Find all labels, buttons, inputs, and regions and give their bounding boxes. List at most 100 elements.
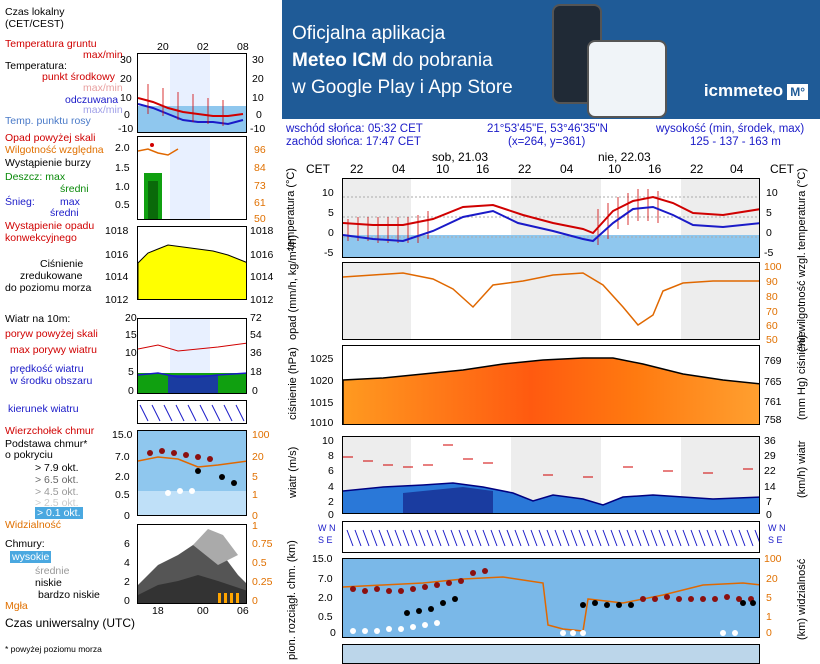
wind-ytick: 5 bbox=[128, 366, 134, 378]
hour-tick: 10 bbox=[608, 162, 622, 176]
wind-arrow bbox=[466, 529, 474, 547]
okta-25: > 2.5 okt. bbox=[35, 497, 79, 509]
wind-ytick: 10 bbox=[125, 347, 137, 359]
wind-arrow bbox=[370, 529, 378, 547]
fog-label: Mgła bbox=[5, 600, 28, 612]
precip-above-label: Opad powyżej skali bbox=[5, 132, 96, 144]
wind-arrow bbox=[754, 529, 759, 543]
temp-ytick: 20 bbox=[120, 73, 132, 85]
wind-main-rtick: 7 bbox=[766, 496, 772, 508]
pressure-label-2: zredukowane bbox=[20, 270, 83, 282]
wind-arrow bbox=[730, 529, 738, 547]
wind-arrow bbox=[426, 529, 434, 547]
cloud-dot bbox=[664, 594, 670, 600]
hum-main-rtick: 100 bbox=[764, 261, 782, 273]
main-temp-ytick: 10 bbox=[322, 187, 334, 199]
mini-wind-dir-panel bbox=[137, 400, 247, 424]
wind-main-ytick: 8 bbox=[328, 450, 334, 462]
cloud-dot bbox=[452, 596, 458, 602]
hour-tick: 22 bbox=[350, 162, 364, 176]
cloud-dot bbox=[428, 606, 434, 612]
wind-main-ytick: 4 bbox=[328, 481, 334, 493]
hum-main-rtick: 50 bbox=[766, 334, 778, 346]
cloud-layers-title: Chmury: bbox=[5, 538, 45, 550]
wind-arrow bbox=[442, 529, 450, 547]
temp-ytick: -10 bbox=[118, 123, 134, 135]
conv-label-2: konwekcyjnego bbox=[5, 232, 77, 244]
hum-rtick: 84 bbox=[254, 162, 266, 174]
cloud-dot bbox=[374, 586, 380, 592]
mini-wind-panel bbox=[137, 318, 247, 394]
press-rtick: 1014 bbox=[250, 271, 274, 283]
storm-label: Wystąpienie burzy bbox=[5, 157, 91, 169]
cloud-dot bbox=[700, 596, 706, 602]
wind-arrow bbox=[434, 529, 442, 547]
humidity-label: Wilgotność względna bbox=[5, 144, 104, 156]
hour-tick: 04 bbox=[560, 162, 574, 176]
wind-arrow bbox=[634, 529, 642, 547]
cloud-dot bbox=[446, 580, 452, 586]
rain-mean-label: średni bbox=[60, 183, 89, 195]
vis-main-rtick: 1 bbox=[766, 611, 772, 623]
press-main-rtick: 769 bbox=[764, 355, 782, 367]
wind-arrow bbox=[546, 529, 554, 547]
wind-arrow bbox=[586, 529, 594, 547]
wind-rtick: 0 bbox=[252, 385, 258, 397]
vis-rtick: 20 bbox=[252, 451, 264, 463]
precip-ytick: 1.5 bbox=[115, 162, 130, 174]
hum-rtick: 61 bbox=[254, 197, 266, 209]
temp-rtick: -10 bbox=[250, 123, 266, 135]
mini-temp-panel bbox=[137, 53, 247, 133]
wind-arrow bbox=[394, 529, 402, 547]
pressure-label-1: Ciśnienie bbox=[40, 258, 84, 270]
precip-panel bbox=[342, 262, 760, 340]
wind-arrow bbox=[578, 529, 586, 547]
footnote: * powyżej poziomu morza bbox=[5, 644, 102, 654]
layer-high: wysokie bbox=[10, 551, 52, 563]
okta-65: > 6.5 okt. bbox=[35, 474, 79, 486]
wind-arrow bbox=[538, 529, 546, 547]
wind-main-rtick: 29 bbox=[764, 450, 776, 462]
cloud-dot bbox=[688, 596, 694, 602]
cloud-dot bbox=[712, 596, 718, 602]
pressure-axis-label-right: (mm Hg) ciśnienie bbox=[796, 331, 808, 420]
app-banner[interactable]: Oficjalna aplikacja Meteo ICM do pobrani… bbox=[282, 0, 820, 119]
cloud-dot bbox=[640, 596, 646, 602]
layer-ytick: 4 bbox=[124, 557, 130, 569]
icmmeteo-logo: icmmeteo M° bbox=[704, 81, 808, 101]
wind-arrow bbox=[658, 529, 666, 547]
top-tick: 20 bbox=[157, 41, 169, 53]
cloud-dot bbox=[434, 582, 440, 588]
hum-main-rtick: 70 bbox=[766, 306, 778, 318]
press-ytick: 1016 bbox=[105, 249, 129, 261]
wind-arrow bbox=[666, 529, 674, 547]
cloud-dot bbox=[580, 630, 586, 636]
wind-arrow bbox=[346, 529, 354, 547]
cloud-dot bbox=[720, 630, 726, 636]
rain-max-label: Deszcz: max bbox=[5, 171, 66, 183]
wind-arrow bbox=[714, 529, 722, 547]
cloud-main-ytick: 7.0 bbox=[318, 573, 333, 585]
vis-main-rtick: 0 bbox=[766, 627, 772, 639]
cloud-ytick: 7.0 bbox=[115, 451, 130, 463]
wind-dir-label: kierunek wiatru bbox=[8, 403, 79, 415]
wind-arrow bbox=[482, 529, 490, 547]
day-label-1: sob, 21.03 bbox=[432, 150, 489, 164]
cloud-dot bbox=[740, 600, 746, 606]
wind-arrow bbox=[674, 529, 682, 547]
okta-79: > 7.9 okt. bbox=[35, 462, 79, 474]
cet-label-left: CET bbox=[306, 162, 330, 176]
hum-rtick: 50 bbox=[254, 213, 266, 225]
precip-ytick: 0.5 bbox=[115, 199, 130, 211]
cloud-dot bbox=[386, 626, 392, 632]
wind-main-rtick: 22 bbox=[764, 465, 776, 477]
hour-tick: 04 bbox=[730, 162, 744, 176]
temp-ytick: 10 bbox=[120, 92, 132, 104]
main-temp-rtick: 10 bbox=[766, 187, 778, 199]
cloud-dot bbox=[416, 608, 422, 614]
wind-arrow bbox=[570, 529, 578, 547]
temp-rtick: 0 bbox=[256, 109, 262, 121]
cloud-base-label-2: o pokryciu bbox=[5, 449, 53, 461]
temp-rtick: 20 bbox=[252, 73, 264, 85]
press-main-rtick: 758 bbox=[764, 414, 782, 426]
